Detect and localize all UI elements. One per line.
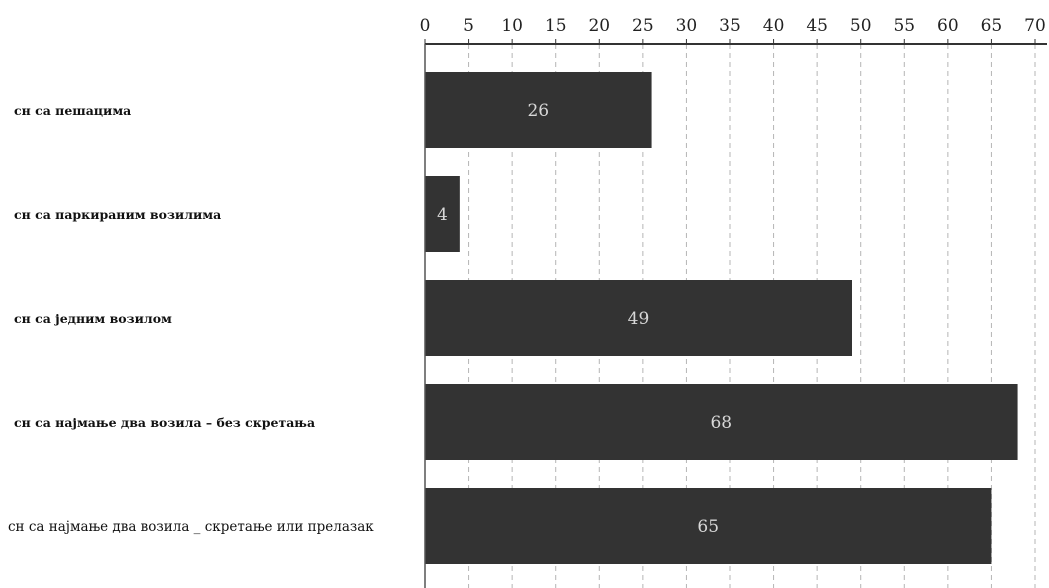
x-tick-label-30: 30 xyxy=(676,16,698,36)
bar-4 xyxy=(425,384,1018,460)
category-label-3: сн са једним возилом xyxy=(14,311,172,326)
bar-5 xyxy=(425,488,992,564)
x-tick-label-10: 10 xyxy=(501,16,523,36)
category-label-1: сн са пешацима xyxy=(14,103,131,118)
x-tick-label-65: 65 xyxy=(981,16,1003,36)
category-labels: сн са пешацима сн са паркираним возилима с… xyxy=(8,103,374,535)
x-tick-label-70: 70 xyxy=(1024,16,1046,36)
data-label-2: 4 xyxy=(437,205,448,225)
x-tick-label-50: 50 xyxy=(850,16,872,36)
x-tick-label-5: 5 xyxy=(463,16,474,36)
x-tick-label-35: 35 xyxy=(719,16,741,36)
data-label-3: 49 xyxy=(628,309,650,329)
category-label-4: сн са најмање два возила – без скретања xyxy=(14,415,315,430)
bar-1 xyxy=(425,72,652,148)
x-tick-label-25: 25 xyxy=(632,16,654,36)
x-tick-label-55: 55 xyxy=(893,16,915,36)
x-tick-label-60: 60 xyxy=(937,16,959,36)
category-label-5: сн са најмање два возила _ скретање или … xyxy=(8,519,374,535)
x-tick-label-15: 15 xyxy=(545,16,567,36)
x-tick-label-45: 45 xyxy=(806,16,828,36)
x-tick-label-20: 20 xyxy=(588,16,610,36)
data-label-1: 26 xyxy=(527,101,549,121)
axes xyxy=(424,43,1047,588)
category-label-2: сн са паркираним возилима xyxy=(14,207,221,222)
data-label-5: 65 xyxy=(697,517,719,537)
x-tick-label-40: 40 xyxy=(763,16,785,36)
x-axis-ticks: 0 5 10 15 20 25 30 35 40 45 50 55 60 65 70 xyxy=(420,16,1046,44)
bars: 26 4 49 68 65 xyxy=(425,72,1018,564)
bar-2 xyxy=(425,176,460,252)
bar-3 xyxy=(425,280,852,356)
data-label-4: 68 xyxy=(710,413,732,433)
x-tick-label-0: 0 xyxy=(420,16,431,36)
